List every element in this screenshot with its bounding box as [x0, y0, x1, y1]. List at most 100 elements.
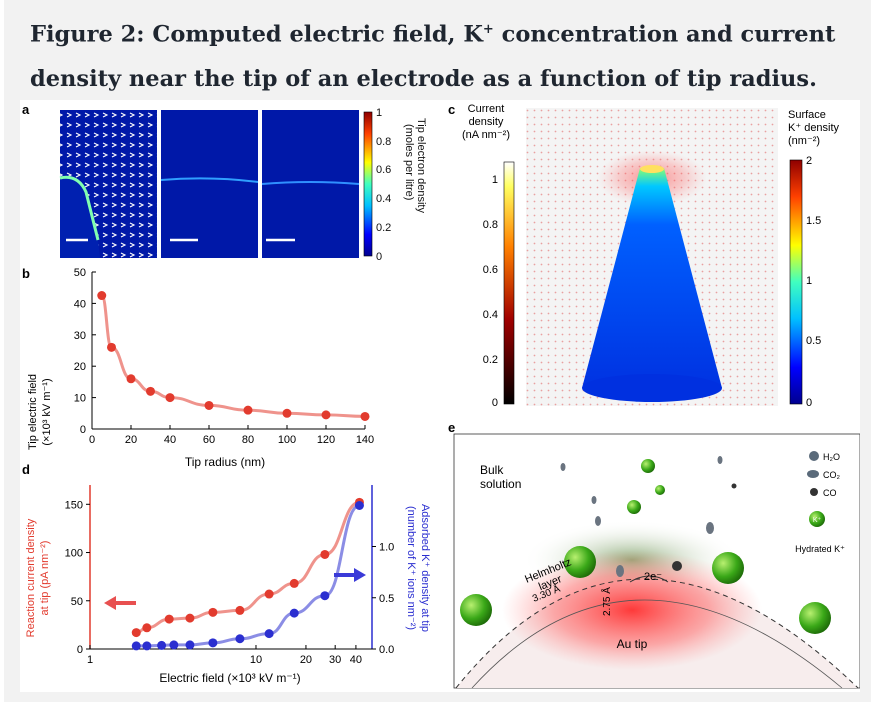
svg-text:CO₂: CO₂ [823, 470, 841, 480]
d-blue-data-point [131, 641, 141, 651]
electrode-tip-1 [60, 177, 100, 258]
svg-text:0: 0 [806, 397, 812, 409]
d-xlabel: Electric field (×10³ kV m⁻¹) [159, 671, 300, 685]
distance-label-2: 2.75 Å [600, 587, 613, 616]
d-right-tick-label: 0.0 [379, 644, 394, 656]
panel-b-label: b [22, 266, 30, 281]
b-y-tick-label: 10 [74, 393, 86, 405]
panel-a-label: a [22, 102, 30, 117]
d-blue-data-point [142, 641, 152, 651]
current-density-ticks: 1 0.8 0.6 0.4 0.2 0 [483, 174, 498, 409]
d-x-tick-label: 10 [250, 654, 262, 666]
svg-text:H₂O: H₂O [823, 452, 840, 462]
d-red-data-point [185, 613, 195, 623]
svg-text:Bulk: Bulk [480, 463, 504, 477]
svg-text:K⁺ density: K⁺ density [788, 122, 840, 134]
legend: H₂O CO₂ CO K⁺ Hydrated K⁺ [795, 451, 845, 554]
b-x-tick-label: 80 [242, 434, 254, 446]
b-ylabel-2: (×10³ kV m⁻¹) [41, 378, 53, 445]
d-left-tick-label: 50 [71, 596, 83, 608]
svg-text:Surface: Surface [788, 109, 826, 121]
b-x-tick-label: 20 [125, 434, 137, 446]
colorbar-label-1: Tip electron density [415, 118, 427, 213]
panel-e: e Bulk solu [448, 420, 861, 689]
d-red-fit-line [136, 500, 360, 635]
svg-text:0: 0 [376, 251, 382, 263]
svg-text:2: 2 [806, 155, 812, 167]
electrons-label: 2e⁻ [644, 571, 662, 583]
b-y-tick-label: 20 [74, 361, 86, 373]
d-blue-data-point [185, 640, 195, 650]
svg-text:(nA nm⁻²): (nA nm⁻²) [462, 129, 510, 141]
electrode-cone [582, 168, 722, 395]
figure-title: Figure 2: Computed electric field, K+ co… [30, 21, 836, 92]
k-density-colorbar [789, 159, 803, 405]
svg-text:Current: Current [468, 103, 505, 115]
bulk-solution-label: Bulk solution [480, 463, 521, 491]
b-y-tick-label: 30 [74, 330, 86, 342]
d-ylabel-right-1: Adsorbed K⁺ density at tip [419, 504, 431, 632]
svg-text:1: 1 [806, 275, 812, 287]
panel-a: a 1 0.8 0.6 0.4 0.2 0 Tip electron densi… [22, 102, 427, 263]
b-y-tick-label: 0 [80, 424, 86, 436]
svg-text:0.2: 0.2 [376, 222, 391, 234]
d-red-data-point [235, 605, 245, 615]
b-data-point [243, 405, 253, 415]
right-axis-arrow [334, 568, 366, 582]
b-data-points [97, 291, 370, 421]
d-ylabel-left-1: Reaction current density [25, 518, 37, 637]
d-red-data-point [289, 578, 299, 588]
d-right-tick-label: 1.0 [379, 542, 394, 554]
colorbar-ticks: 1 0.8 0.6 0.4 0.2 0 [376, 107, 391, 263]
panel-d: d Reaction current density at tip (pA nm… [22, 462, 431, 685]
b-x-tick-label: 100 [278, 434, 296, 446]
co-molecules [672, 483, 737, 571]
b-data-point [321, 410, 331, 420]
d-blue-data-point [320, 591, 330, 601]
electron-transfer-arrow [629, 575, 669, 583]
current-density-colorbar [503, 161, 515, 405]
svg-text:0.8: 0.8 [483, 219, 498, 231]
svg-text:0.4: 0.4 [376, 193, 391, 205]
d-left-tick-label: 0 [77, 644, 83, 656]
panel-e-label: e [448, 420, 455, 435]
d-x-tick-label: 20 [300, 654, 312, 666]
density-colorbar [363, 111, 373, 257]
d-blue-data-point [235, 634, 245, 644]
current-density-title: Current density (nA nm⁻²) [462, 103, 510, 141]
d-left-tick-label: 100 [65, 548, 83, 560]
panel-d-label: d [22, 462, 30, 477]
svg-text:0.2: 0.2 [483, 354, 498, 366]
b-data-point [126, 374, 136, 384]
panel-b: b Tip electric field (×10³ kV m⁻¹) 0 20 40… [22, 266, 374, 469]
b-x-tick-label: 120 [317, 434, 335, 446]
co2-icon [807, 470, 819, 478]
d-blue-data-point [157, 640, 167, 650]
svg-text:1: 1 [492, 174, 498, 186]
d-blue-data-point [289, 608, 299, 618]
d-data-points [131, 497, 364, 651]
b-ylabel-1: Tip electric field [27, 374, 39, 450]
d-blue-data-point [169, 640, 179, 650]
b-data-point [165, 393, 175, 403]
au-tip-label: Au tip [617, 637, 648, 651]
helmholtz-boundary [455, 578, 859, 689]
d-ylabel-left-2: at tip (pA nm⁻²) [39, 541, 51, 616]
b-data-point [107, 342, 116, 352]
b-data-point [146, 386, 155, 396]
b-x-tick-label: 140 [356, 434, 374, 446]
d-right-tick-label: 0.5 [379, 593, 394, 605]
d-left-tick-label: 150 [65, 499, 83, 511]
svg-text:(nm⁻²): (nm⁻²) [788, 135, 820, 147]
d-blue-data-point [208, 638, 218, 648]
svg-text:Hydrated K⁺: Hydrated K⁺ [795, 544, 845, 554]
d-red-data-point [164, 614, 174, 624]
figure-image: a 1 0.8 0.6 0.4 0.2 0 Tip electron densi… [20, 100, 861, 692]
d-blue-data-point [264, 629, 274, 639]
svg-text:0: 0 [492, 397, 498, 409]
b-y-tick-label: 50 [74, 267, 86, 279]
co2-molecules [560, 456, 723, 577]
k-legend-label: K⁺ [813, 517, 822, 524]
b-x-tick-label: 40 [164, 434, 176, 446]
svg-text:1: 1 [376, 107, 382, 119]
